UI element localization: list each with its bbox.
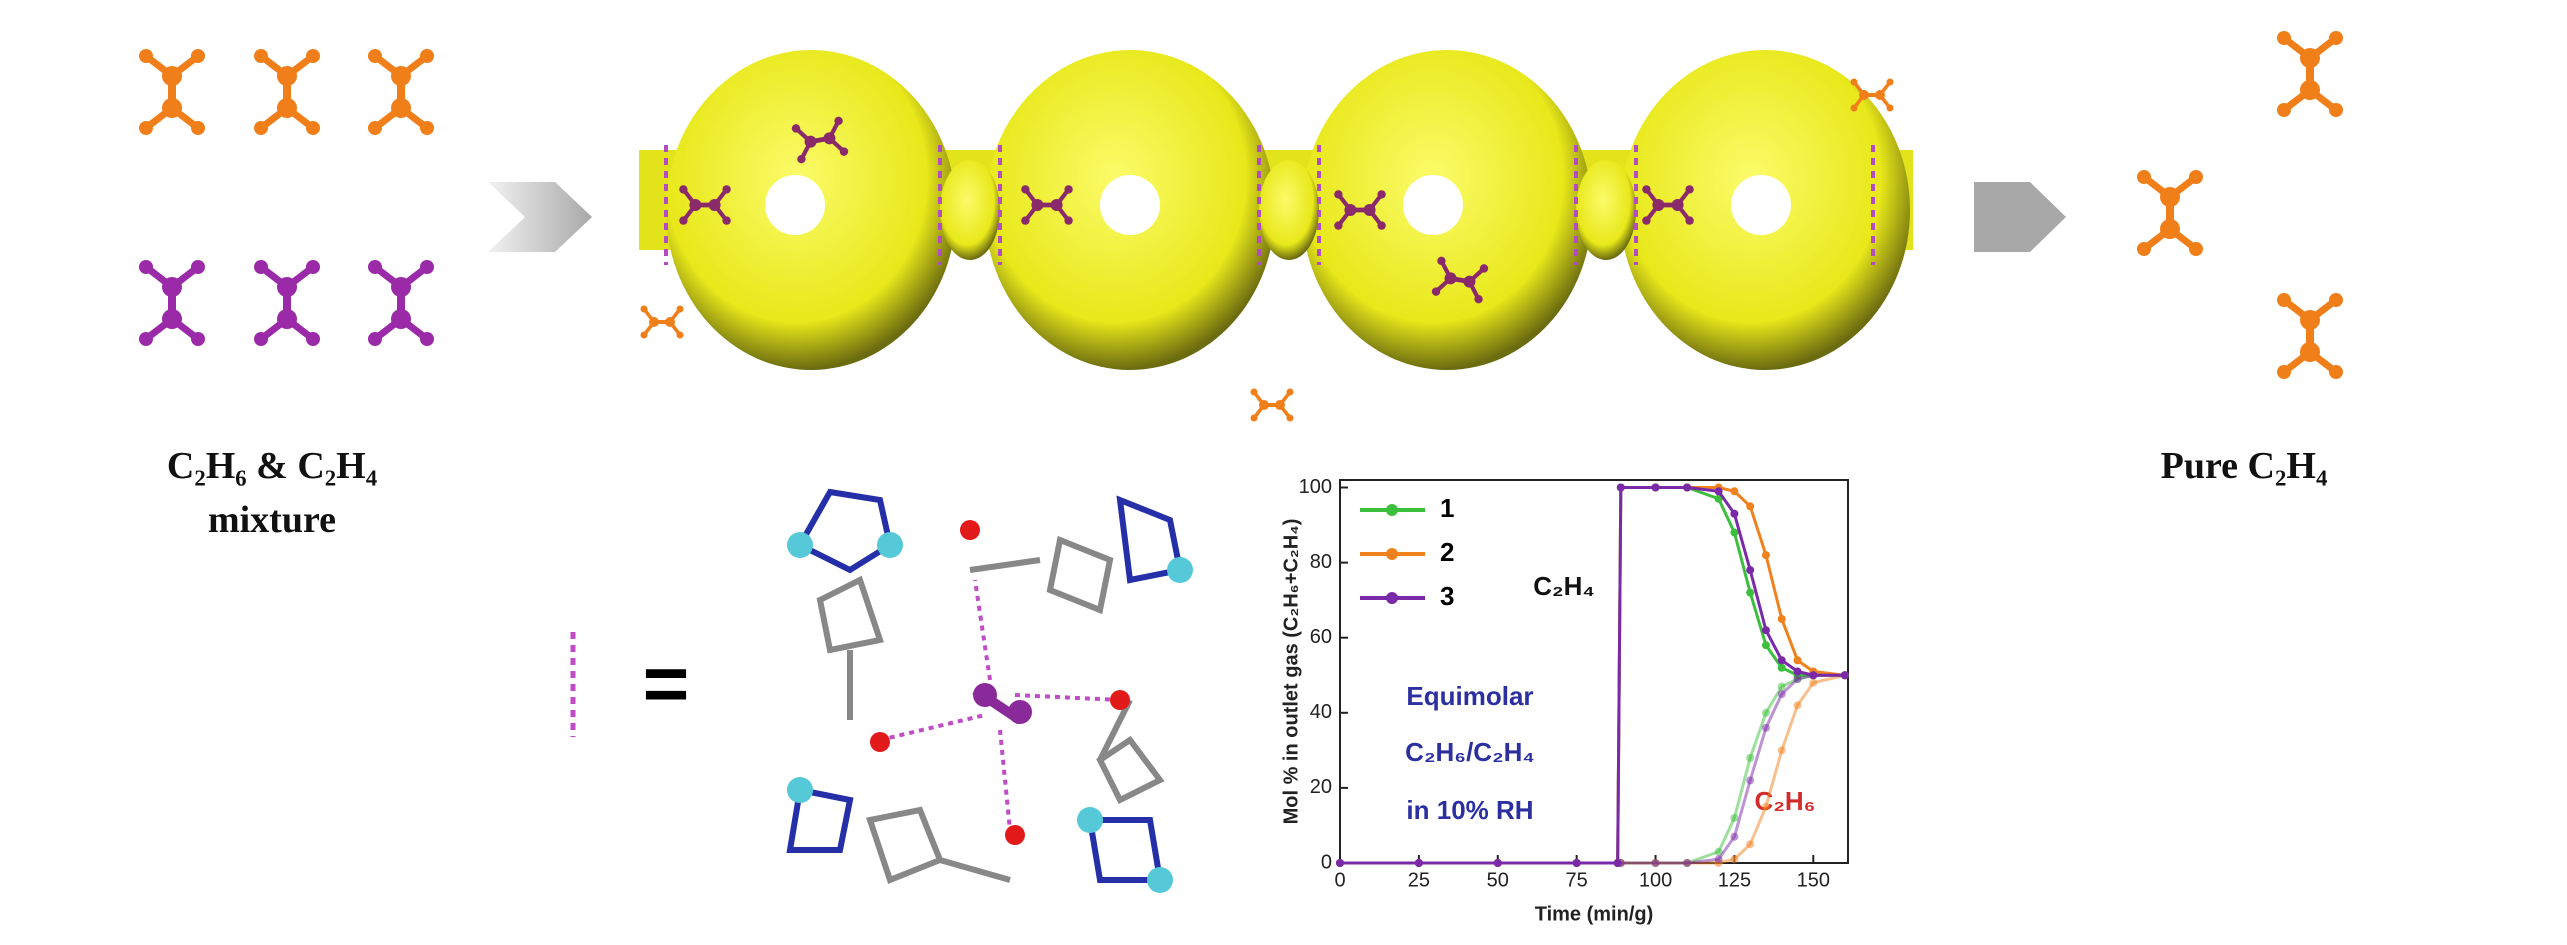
marker <box>1793 701 1802 710</box>
marker <box>1777 746 1786 755</box>
marker <box>1714 494 1723 503</box>
marker <box>1761 802 1770 811</box>
marker <box>1746 776 1755 785</box>
framework <box>639 50 1913 370</box>
marker <box>1746 502 1755 511</box>
annotation: in 10% RH <box>1406 795 1533 825</box>
marker <box>1683 483 1692 492</box>
legend-label: 3 <box>1440 581 1454 611</box>
marker <box>1730 487 1739 496</box>
marker <box>1730 855 1739 864</box>
marker <box>1714 855 1723 864</box>
legend-swatch <box>1386 592 1398 604</box>
y-tick-label: 0 <box>1321 851 1332 873</box>
annotation: Equimolar <box>1406 681 1533 711</box>
marker <box>1777 656 1786 665</box>
marker <box>1730 832 1739 841</box>
marker <box>1840 671 1849 680</box>
y-tick-label: 40 <box>1310 701 1332 723</box>
breakthrough-chart: 0 25 50 75 100 125 150 0 20 40 60 80 100 Time (min/g)… <box>1280 476 1849 925</box>
marker <box>1746 753 1755 762</box>
marker <box>1414 859 1423 867</box>
y-tick-label: 80 <box>1310 551 1332 573</box>
marker <box>1616 859 1625 867</box>
marker <box>1761 723 1770 732</box>
marker <box>1493 859 1502 867</box>
legend-label: 2 <box>1440 537 1454 567</box>
y-tick-label: 60 <box>1310 626 1332 648</box>
marker <box>1777 663 1786 672</box>
x-tick-label: 25 <box>1408 869 1430 891</box>
marker <box>1746 588 1755 597</box>
x-tick-label: 0 <box>1334 869 1345 891</box>
binding-site <box>786 488 1193 893</box>
marker <box>1809 678 1818 687</box>
mixture-label: C₂H₆ & C₂H₄ <box>167 445 378 487</box>
equals: = <box>643 639 690 728</box>
marker <box>1777 614 1786 623</box>
left-molecules <box>139 49 434 346</box>
marker <box>1761 551 1770 560</box>
x-tick-label: 100 <box>1639 869 1672 891</box>
marker <box>1572 859 1581 867</box>
marker <box>1761 708 1770 717</box>
marker <box>1761 626 1770 635</box>
x-tick-label: 50 <box>1487 869 1509 891</box>
marker <box>1777 690 1786 699</box>
marker <box>1793 667 1802 676</box>
marker <box>1714 487 1723 496</box>
y-tick-label: 100 <box>1299 476 1332 498</box>
marker <box>1777 682 1786 691</box>
x-tick-label: 150 <box>1797 869 1830 891</box>
right-molecules <box>2137 31 2343 379</box>
arrow <box>1974 182 2066 252</box>
marker <box>1730 813 1739 822</box>
x-tick-label: 75 <box>1566 869 1588 891</box>
marker <box>1761 641 1770 650</box>
marker <box>1746 566 1755 575</box>
x-tick-label: 125 <box>1718 869 1751 891</box>
mixture-label: mixture <box>208 499 336 541</box>
marker <box>1730 509 1739 518</box>
legend-label: 1 <box>1440 493 1454 523</box>
marker <box>1651 483 1660 492</box>
marker <box>1714 847 1723 856</box>
annotation: C₂H₄ <box>1533 571 1595 601</box>
legend-swatch <box>1386 504 1398 516</box>
product-label: Pure C₂H₄ <box>2161 445 2328 487</box>
legend-swatch <box>1386 548 1398 560</box>
marker <box>1809 671 1818 680</box>
marker <box>1746 840 1755 849</box>
annotation: C₂H₆/C₂H₄ <box>1405 737 1535 767</box>
y-tick-label: 20 <box>1310 776 1332 798</box>
marker <box>1651 859 1660 867</box>
marker <box>1793 675 1802 684</box>
marker <box>1616 483 1625 492</box>
marker <box>1730 528 1739 537</box>
marker <box>1336 859 1344 867</box>
y-axis-label: Mol % in outlet gas (C₂H₆+C₂H₄) <box>1280 519 1302 825</box>
arrow <box>488 182 592 252</box>
marker <box>1683 859 1692 867</box>
marker <box>1793 656 1802 665</box>
x-axis-label: Time (min/g) <box>1535 903 1654 925</box>
series-line <box>1340 673 1845 865</box>
